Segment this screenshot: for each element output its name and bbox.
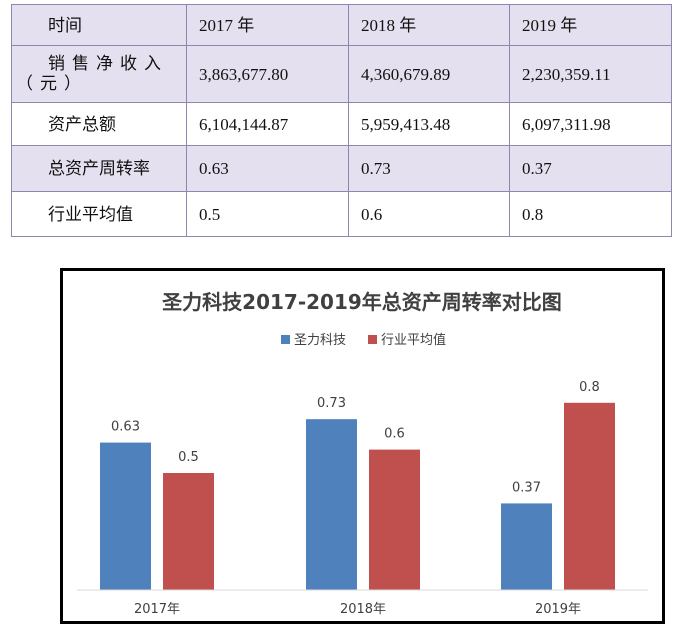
x-tick-label-2: 2019年 <box>535 602 581 617</box>
cell-industry-2017: 0.5 <box>186 191 349 237</box>
cell-sales-2019: 2,230,359.11 <box>509 45 672 103</box>
data-label-company-1: 0.73 <box>317 396 346 411</box>
data-label-industry-1: 0.6 <box>384 427 405 442</box>
data-label-company-2: 0.37 <box>512 480 541 495</box>
x-tick-label-0: 2017年 <box>134 602 180 617</box>
data-label-industry-0: 0.5 <box>178 450 199 465</box>
financial-data-table: 时间 2017 年 2018 年 2019 年 销售净收入 （元） 3,863,… <box>11 4 672 237</box>
bar-industry-0 <box>163 473 214 590</box>
chart-frame: 圣力科技2017-2019年总资产周转率对比图 圣力科技 行业平均值 0.63 0.… <box>60 268 665 624</box>
legend-label-company: 圣力科技 <box>294 333 346 348</box>
x-axis-ticks: 2017年 2018年 2019年 <box>134 602 581 617</box>
table-row-industry: 行业平均值 0.5 0.6 0.8 <box>11 191 672 237</box>
x-tick-label-1: 2018年 <box>340 602 386 617</box>
cell-turnover-2019: 0.37 <box>509 145 672 192</box>
row-label-industry: 行业平均值 <box>11 191 187 237</box>
cell-sales-2018: 4,360,679.89 <box>348 45 510 103</box>
bar-chart: 圣力科技2017-2019年总资产周转率对比图 圣力科技 行业平均值 0.630.… <box>77 290 648 617</box>
table-row-sales: 销售净收入 （元） 3,863,677.80 4,360,679.89 2,23… <box>11 45 672 103</box>
chart-bars: 0.63 0.5 0.73 0.6 0.37 0.8 <box>100 380 615 590</box>
cell-sales-2017: 3,863,677.80 <box>186 45 349 103</box>
legend-label-industry: 行业平均值 <box>381 332 446 348</box>
row-label-sales: 销售净收入 （元） <box>11 45 187 103</box>
bar-industry-1 <box>369 449 420 590</box>
bar-industry-2 <box>564 402 615 590</box>
table-header-row: 时间 2017 年 2018 年 2019 年 <box>11 4 672 46</box>
bar-company-0 <box>100 442 151 590</box>
cell-turnover-2017: 0.63 <box>186 145 349 192</box>
header-2019: 2019 年 <box>509 4 672 46</box>
header-2018: 2018 年 <box>348 4 510 46</box>
row-label-sales-line1: 销售净收入 <box>48 54 168 73</box>
legend-swatch-industry <box>368 335 377 344</box>
row-label-turnover: 总资产周转率 <box>11 145 187 192</box>
data-label-industry-2: 0.8 <box>579 380 600 395</box>
bar-company-1 <box>306 419 357 590</box>
bar-company-2 <box>501 503 552 590</box>
row-label-assets: 资产总额 <box>11 102 187 146</box>
chart-title: 圣力科技2017-2019年总资产周转率对比图 <box>162 290 562 314</box>
table-row-turnover: 总资产周转率 0.63 0.73 0.37 <box>11 145 672 192</box>
data-label-company-0: 0.63 <box>111 420 140 435</box>
cell-assets-2019: 6,097,311.98 <box>509 102 672 146</box>
row-label-sales-line2: （元） <box>16 74 88 93</box>
legend-swatch-company <box>281 335 290 344</box>
header-2017: 2017 年 <box>186 4 349 46</box>
cell-industry-2018: 0.6 <box>348 191 510 237</box>
table-row-assets: 资产总额 6,104,144.87 5,959,413.48 6,097,311… <box>11 102 672 146</box>
cell-assets-2017: 6,104,144.87 <box>186 102 349 146</box>
cell-assets-2018: 5,959,413.48 <box>348 102 510 146</box>
cell-industry-2019: 0.8 <box>509 191 672 237</box>
cell-turnover-2018: 0.73 <box>348 145 510 192</box>
header-time: 时间 <box>11 4 187 46</box>
chart-legend: 圣力科技 行业平均值 <box>281 332 446 348</box>
